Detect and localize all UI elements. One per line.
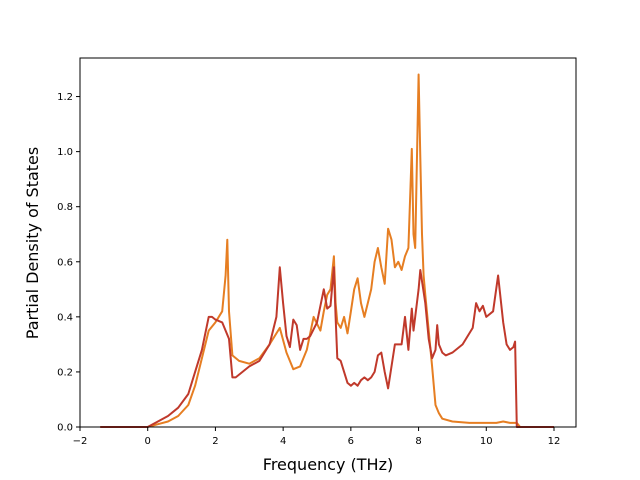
x-tick-label: 6	[348, 436, 354, 447]
y-tick-label: 0.6	[57, 257, 73, 268]
axes-layer	[79, 57, 577, 428]
x-tick-label: 4	[280, 436, 286, 447]
x-tick-label: 10	[480, 436, 493, 447]
plot-frame	[79, 57, 577, 428]
x-tick-label: 2	[212, 436, 218, 447]
series-line-2	[100, 266, 554, 428]
y-tick-label: 1.0	[57, 147, 73, 158]
y-tick-label: 0.2	[57, 367, 73, 378]
series-layer	[100, 73, 554, 428]
x-tick-label: 8	[415, 436, 421, 447]
y-tick-label: 0.4	[57, 312, 73, 323]
y-tick-label: 0.0	[57, 423, 73, 434]
series-line-1	[100, 73, 554, 428]
x-tick-label: −2	[73, 436, 88, 447]
y-axis-label: Partial Density of States	[23, 147, 42, 339]
x-tick-label: 12	[548, 436, 561, 447]
x-axis-label: Frequency (THz)	[263, 455, 393, 474]
ticks-layer: −2 0 2 4 6 8 10 12 0.0 0.2 0.4 0.6 0.8 1.0 1.2	[57, 92, 560, 447]
x-tick-label: 0	[145, 436, 151, 447]
y-tick-label: 0.8	[57, 202, 73, 213]
y-tick-label: 1.2	[57, 92, 73, 103]
